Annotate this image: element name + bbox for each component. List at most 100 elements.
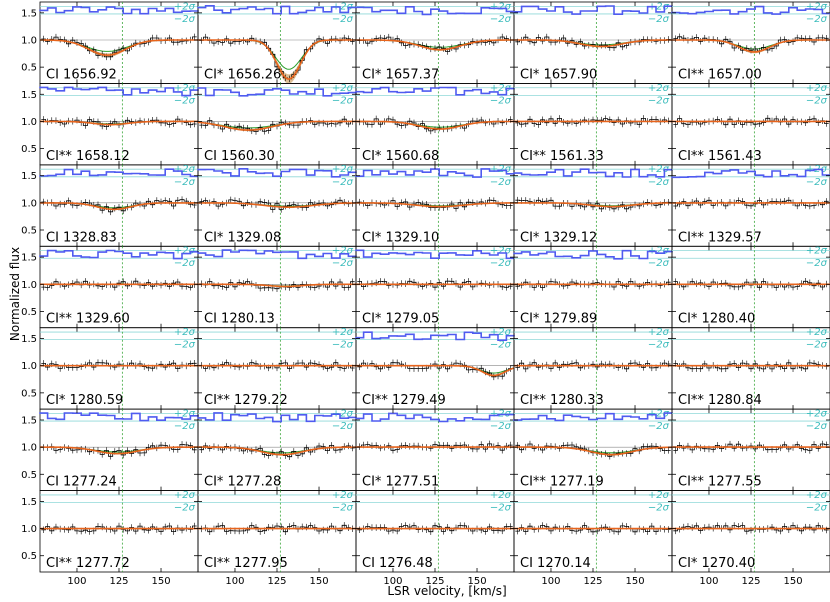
y-tick-label: 1.0 (21, 280, 37, 291)
data-spectrum (515, 443, 671, 457)
data-spectrum (357, 36, 513, 52)
transition-label: CI 1656.92 (46, 67, 117, 82)
panel: +2σ−2σ CI 1280.13 (197, 246, 357, 329)
sigma-minus-label: −2σ (332, 421, 354, 432)
sigma-minus-label: −2σ (174, 177, 196, 188)
sigma-plus-label: +2σ (806, 327, 828, 338)
model-curve (356, 39, 514, 51)
model-uncertainty-band (198, 40, 356, 84)
data-spectrum (199, 362, 355, 369)
sigma-minus-label: −2σ (174, 14, 196, 25)
residual-spectrum (197, 168, 357, 178)
panel: +2σ −2σ CI* 1277.28 (197, 408, 357, 491)
residual-spectrum (197, 87, 357, 97)
transition-label: CI* 1277.28 (204, 475, 281, 490)
model-curve (514, 446, 673, 456)
y-tick-label: 1.5 (21, 171, 37, 182)
sigma-minus-label: −2σ (806, 503, 828, 514)
transition-label: CI** 1657.00 (678, 67, 762, 82)
panel: +2σ−2σ CI** 1561.33 (513, 83, 673, 166)
sigma-plus-label: +2σ (490, 327, 512, 338)
sigma-minus-label: −2σ (174, 421, 196, 432)
data-spectrum (673, 362, 829, 370)
y-tick-label: 0.5 (21, 551, 37, 562)
sigma-plus-label: +2σ (332, 246, 354, 257)
x-tick-label: 125 (267, 576, 286, 587)
panel: +2σ −2σ CI* 1656.26 (197, 1, 357, 84)
sigma-minus-label: −2σ (174, 258, 196, 269)
residual-spectrum (513, 412, 673, 422)
sigma-minus-label: −2σ (648, 177, 670, 188)
model-curve (40, 120, 198, 126)
sigma-minus-label: −2σ (174, 503, 196, 514)
model-curve (198, 202, 356, 208)
sigma-minus-label: −2σ (648, 14, 670, 25)
residual-spectrum (39, 86, 199, 97)
data-spectrum (515, 525, 671, 533)
sigma-minus-label: −2σ (806, 14, 828, 25)
sigma-minus-label: −2σ (332, 258, 354, 269)
transition-label: CI** 1280.33 (520, 393, 604, 408)
data-spectrum (357, 525, 513, 533)
sigma-minus-label: −2σ (490, 258, 512, 269)
panel: +2σ −2σ CI** 1279.22 (197, 327, 357, 410)
model-curve (40, 202, 198, 211)
sigma-plus-label: +2σ (806, 490, 828, 501)
sigma-plus-label: +2σ (490, 83, 512, 94)
transition-label: CI** 1277.55 (678, 475, 762, 490)
model-curve (356, 120, 514, 130)
y-tick-label: 1.0 (21, 117, 37, 128)
transition-label: CI** 1279.49 (362, 393, 446, 408)
transition-label: CI* 1280.40 (678, 312, 755, 327)
sigma-plus-label: +2σ (174, 164, 196, 175)
transition-label: CI 1270.14 (520, 556, 591, 571)
sigma-minus-label: −2σ (806, 177, 828, 188)
model-curve (514, 202, 672, 208)
sigma-plus-label: +2σ (648, 327, 670, 338)
data-spectrum (199, 281, 355, 290)
residual-spectrum (355, 86, 515, 96)
x-tick-label: 100 (541, 576, 560, 587)
sigma-minus-label: −2σ (648, 503, 670, 514)
panel: +2σ−2σ 0.5 1.0 1.5 CI** 1658.12 (21, 83, 199, 166)
residual-spectrum (671, 168, 830, 179)
transition-label: CI 1277.24 (46, 475, 117, 490)
panel: +2σ −2σ CI* 1329.12 (513, 164, 673, 247)
sigma-minus-label: −2σ (648, 258, 670, 269)
sigma-plus-label: +2σ (332, 490, 354, 501)
panel: +2σ−2σ 0.5 1.0 1.5 CI** 1329.60 (21, 246, 199, 329)
y-axis-label: Normalized flux (8, 247, 22, 341)
x-tick-label: 100 (699, 576, 718, 587)
transition-label: CI* 1279.89 (520, 312, 597, 327)
data-spectrum (515, 118, 671, 125)
transition-label: CI** 1658.12 (46, 149, 130, 164)
data-spectrum (41, 525, 197, 532)
transition-label: CI* 1277.51 (362, 475, 439, 490)
panel: +2σ −2σ 100 125 150 CI** 1277.95 (197, 490, 357, 587)
transition-label: CI** 1279.22 (204, 393, 288, 408)
panel: +2σ−2σ CI* 1279.05 (355, 246, 515, 329)
y-tick-label: 1.0 (21, 361, 37, 372)
sigma-plus-label: +2σ (490, 490, 512, 501)
transition-label: CI** 1277.72 (46, 556, 130, 571)
x-tick-label: 150 (151, 576, 170, 587)
sigma-plus-label: +2σ (648, 408, 670, 419)
transition-label: CI** 1277.95 (204, 556, 288, 571)
sigma-minus-label: −2σ (332, 503, 354, 514)
sigma-plus-label: +2σ (332, 327, 354, 338)
sigma-plus-label: +2σ (332, 83, 354, 94)
sigma-minus-label: −2σ (806, 95, 828, 106)
x-tick-label: 150 (309, 576, 328, 587)
transition-label: CI* 1560.68 (362, 149, 439, 164)
sigma-plus-label: +2σ (332, 1, 354, 12)
residual-spectrum (355, 249, 515, 260)
transition-label: CI** 1561.43 (678, 149, 762, 164)
panel: +2σ−2σ CI* 1280.40 (671, 246, 830, 329)
y-tick-label: 0.5 (21, 307, 37, 318)
transition-label: CI* 1329.10 (362, 230, 439, 245)
transition-label: CI** 1280.84 (678, 393, 762, 408)
y-tick-label: 1.5 (21, 334, 37, 345)
